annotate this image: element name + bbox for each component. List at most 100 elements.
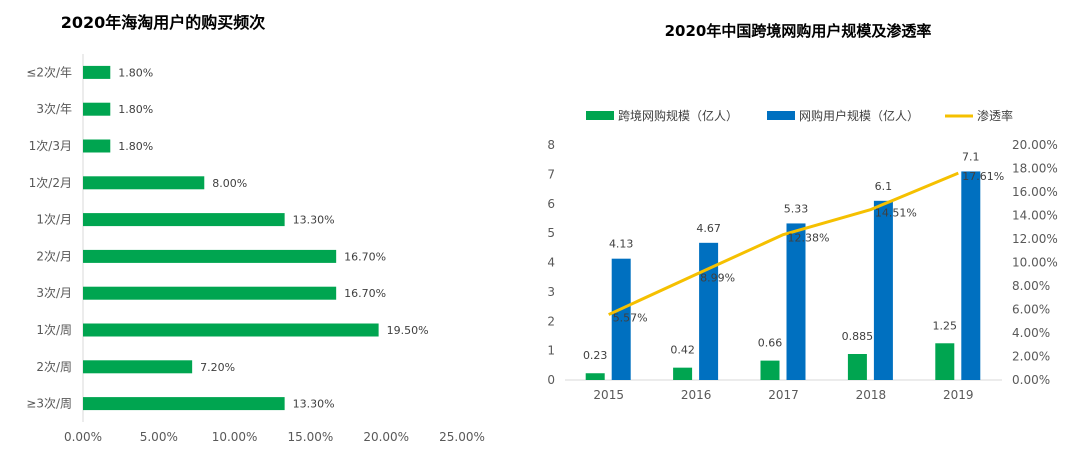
right-right-y-tick-label: 2.00% [1012,350,1050,364]
legend-swatch [586,111,614,120]
left-category-label: 1次/月 [36,213,72,227]
left-bar [83,65,111,79]
left-bar-value-label: 16.70% [344,250,386,263]
left-category-label: 1次/3月 [29,139,72,153]
left-category-label: 3次/月 [36,286,72,300]
cross-border-bar-label: 0.23 [583,349,608,362]
left-x-tick-label: 20.00% [363,430,409,444]
penetration-point-label: 5.57% [613,312,648,325]
penetration-point-label: 8.99% [700,271,735,284]
left-category-label: ≥3次/周 [26,397,72,411]
left-bar-value-label: 13.30% [293,214,335,227]
legend-label: 网购用户规模（亿人） [799,108,919,123]
left-bar-value-label: 19.50% [387,324,429,337]
left-bar-value-label: 7.20% [200,361,235,374]
left-bar-value-label: 1.80% [118,103,153,116]
left-bar-value-label: 1.80% [118,66,153,79]
cross-border-bar-label: 0.42 [670,344,695,357]
left-bar-value-label: 16.70% [344,287,386,300]
right-left-y-tick-label: 4 [547,256,555,270]
left-bar [83,286,337,300]
penetration-line: 5.57% 8.99% 12.38% 14.51% 17.61% [608,170,1004,325]
left-chart: 2020年海淘用户的购买频次 ≤2次/年 1.80% 3次/年 1.80% 1次/3月 1… [26,13,485,444]
online-shopping-bar-label: 7.1 [962,150,980,163]
right-right-y-tick-label: 8.00% [1012,279,1050,293]
right-x-tick-label: 2016 [681,388,712,402]
cross-border-bar-label: 1.25 [933,319,958,332]
online-shopping-bar [786,223,806,380]
right-left-y-tick-label: 6 [547,197,555,211]
cross-border-bar [935,343,955,380]
left-x-tick-label: 0.00% [64,430,102,444]
cross-border-bar [673,367,693,380]
penetration-point-label: 17.61% [962,170,1004,183]
right-right-y-tick-label: 0.00% [1012,373,1050,387]
cross-border-bar [847,354,867,380]
online-shopping-bar [699,242,719,380]
left-x-tick-label: 5.00% [140,430,178,444]
left-bar [83,323,379,337]
cross-border-bar [585,373,605,380]
online-shopping-bar-label: 6.1 [875,180,893,193]
left-category-label: ≤2次/年 [26,65,72,79]
online-shopping-bar [873,200,893,380]
online-shopping-bar-label: 4.67 [696,222,721,235]
left-category-label: 1次/周 [36,323,72,337]
cross-border-bar-label: 0.885 [842,330,874,343]
right-x-tick-label: 2019 [943,388,974,402]
legend-label: 跨境网购规模（亿人） [618,108,738,123]
right-right-y-tick-label: 12.00% [1012,232,1058,246]
legend-swatch [767,111,795,120]
right-right-y-tick-label: 20.00% [1012,138,1058,152]
right-right-y-tick-label: 16.00% [1012,185,1058,199]
right-left-y-tick-label: 7 [547,167,555,181]
right-right-y-tick-label: 14.00% [1012,209,1058,223]
left-bar [83,397,285,411]
legend: 跨境网购规模（亿人） 网购用户规模（亿人） 渗透率 [586,108,1013,123]
penetration-line-path [608,171,959,316]
right-left-y-tick-label: 8 [547,138,555,152]
right-bars: 0.23 4.13 0.42 4.67 0.66 5.33 0.885 6.1 1.25 7.1 [583,150,981,380]
right-x-tick-label: 2017 [768,388,799,402]
left-category-label: 1次/2月 [29,176,72,190]
right-left-y-tick-label: 0 [547,373,555,387]
online-shopping-bar [961,171,981,380]
left-bar [83,360,193,374]
right-chart-title: 2020年中国跨境网购用户规模及渗透率 [665,22,932,40]
left-category-label: 2次/月 [36,249,72,263]
cross-border-bar [760,360,780,380]
left-x-tick-label: 10.00% [212,430,258,444]
penetration-point-label: 14.51% [875,207,917,220]
right-right-y-tick-label: 10.00% [1012,256,1058,270]
right-left-y-tick-label: 1 [547,344,555,358]
right-right-y-tick-label: 18.00% [1012,162,1058,176]
right-x-tick-label: 2018 [856,388,887,402]
online-shopping-bar-label: 5.33 [784,202,809,215]
left-category-label: 2次/周 [36,360,72,374]
right-x-tick-label: 2015 [593,388,624,402]
left-bar-value-label: 8.00% [212,177,247,190]
online-shopping-bar-label: 4.13 [609,238,634,251]
left-bars: ≤2次/年 1.80% 3次/年 1.80% 1次/3月 1.80% 1次/2月 8.00% 1… [26,54,429,422]
left-x-tick-label: 25.00% [439,430,485,444]
left-bar [83,176,205,190]
left-bar-value-label: 13.30% [293,398,335,411]
left-bar [83,249,337,263]
left-bar-value-label: 1.80% [118,140,153,153]
right-right-y-tick-label: 4.00% [1012,326,1050,340]
right-left-y-tick-label: 5 [547,226,555,240]
left-bar [83,213,285,227]
right-right-y-tick-label: 6.00% [1012,303,1050,317]
cross-border-bar-label: 0.66 [758,337,783,350]
right-axes: 0 1 2 3 4 5 6 7 8 0.00% 2.00% 4.00% 6.00% 8.00% 10.00%… [547,138,1057,402]
penetration-point-label: 12.38% [788,232,830,245]
left-category-label: 3次/年 [36,102,72,116]
left-chart-title: 2020年海淘用户的购买频次 [61,13,266,32]
left-x-axis: 0.00% 5.00% 10.00% 15.00% 20.00% 25.00% [64,430,485,444]
right-left-y-tick-label: 2 [547,314,555,328]
right-left-y-tick-label: 3 [547,285,555,299]
legend-label: 渗透率 [977,108,1013,123]
online-shopping-bar [611,258,631,380]
left-bar [83,102,111,116]
